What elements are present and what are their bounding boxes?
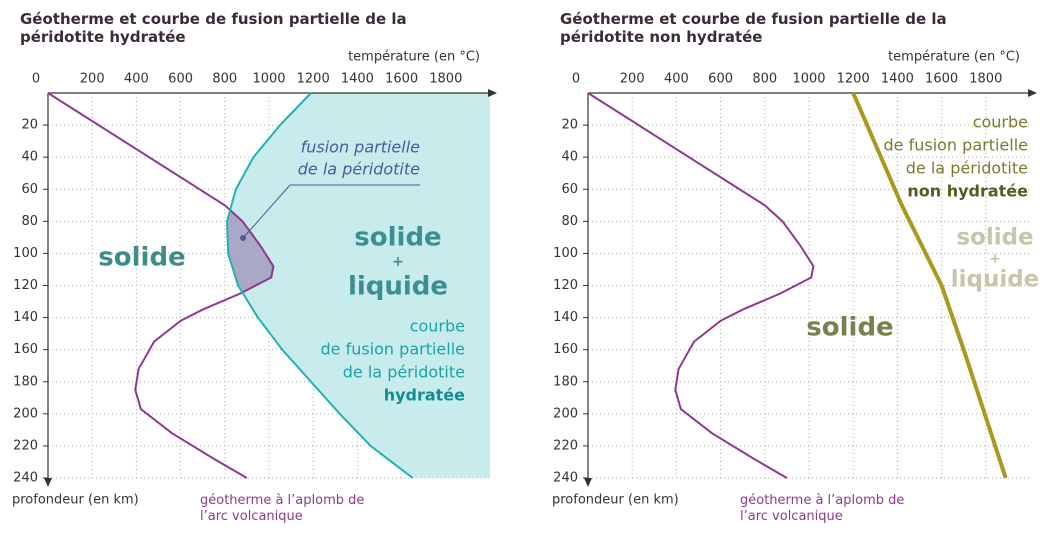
region-label: solide xyxy=(98,243,185,273)
x-tick-label: 1800 xyxy=(969,72,1002,87)
y-tick-label: 240 xyxy=(553,471,578,486)
region-label: liquide xyxy=(348,272,448,302)
y-tick-label: 40 xyxy=(561,150,578,165)
x-tick-label: 1200 xyxy=(837,72,870,87)
series-line xyxy=(587,92,815,479)
x-arrow xyxy=(1028,89,1037,97)
series-line xyxy=(226,92,414,479)
region-label: solide xyxy=(956,225,1033,251)
x-tick-label: 800 xyxy=(752,72,777,87)
y-tick-label: 100 xyxy=(553,246,578,261)
x-tick-label: 1600 xyxy=(385,72,418,87)
pointer xyxy=(242,184,291,239)
pointer-dot xyxy=(240,235,246,241)
curve-label: non hydratée xyxy=(907,182,1028,201)
region-label: solide xyxy=(806,313,893,343)
y-arrow xyxy=(584,478,592,487)
y-tick-label: 200 xyxy=(13,406,38,421)
region-label: solide xyxy=(354,223,441,253)
y-tick-label: 180 xyxy=(553,374,578,389)
y-tick-label: 80 xyxy=(21,214,38,229)
chart-title: Géotherme et courbe de fusion partielle … xyxy=(560,10,947,46)
y-tick-label: 120 xyxy=(13,278,38,293)
x-axis-label: température (en °C) xyxy=(888,50,1020,65)
x-tick-label: 800 xyxy=(212,72,237,87)
y-axis-label: profondeur (en km) xyxy=(12,493,139,508)
y-tick-label: 220 xyxy=(553,438,578,453)
y-tick-label: 220 xyxy=(13,438,38,453)
x-tick-label: 1800 xyxy=(429,72,462,87)
region-label: + xyxy=(392,254,404,270)
region-label: liquide xyxy=(951,267,1040,293)
y-tick-label: 40 xyxy=(21,150,38,165)
y-tick-label: 140 xyxy=(13,310,38,325)
curve-label: de fusion partielle xyxy=(884,136,1029,155)
y-tick-label: 20 xyxy=(21,118,38,133)
curve-label: de la péridotite xyxy=(343,363,465,382)
y-tick-label: 200 xyxy=(553,406,578,421)
series-line xyxy=(851,92,1008,479)
region-label: + xyxy=(989,251,1001,267)
y-tick-label: 180 xyxy=(13,374,38,389)
x-tick-label: 600 xyxy=(168,72,193,87)
curve-label: courbe xyxy=(973,113,1028,132)
y-tick-label: 160 xyxy=(553,342,578,357)
melt-area xyxy=(227,93,490,478)
x-tick-label: 200 xyxy=(620,72,645,87)
x-tick-label: 0 xyxy=(32,72,40,87)
x-tick-label: 1200 xyxy=(297,72,330,87)
x-tick-label: 1400 xyxy=(341,72,374,87)
x-tick-label: 1400 xyxy=(881,72,914,87)
x-tick-label: 1600 xyxy=(925,72,958,87)
x-tick-label: 200 xyxy=(80,72,105,87)
curve-label: hydratée xyxy=(384,386,465,405)
y-tick-label: 140 xyxy=(553,310,578,325)
y-tick-label: 80 xyxy=(561,214,578,229)
y-tick-label: 20 xyxy=(561,118,578,133)
curve-label: de fusion partielle xyxy=(321,340,466,359)
chart-title: Géotherme et courbe de fusion partielle … xyxy=(20,10,407,46)
x-tick-label: 1000 xyxy=(252,72,285,87)
zone-label: de la péridotite xyxy=(298,160,420,179)
curve-label: courbe xyxy=(410,317,465,336)
y-tick-label: 60 xyxy=(21,182,38,197)
legend-label: géotherme à l’aplomb de l’arc volcanique xyxy=(200,493,365,524)
x-axis-label: température (en °C) xyxy=(348,50,480,65)
y-tick-label: 100 xyxy=(13,246,38,261)
zone-label: fusion partielle xyxy=(301,138,421,157)
y-axis-label: profondeur (en km) xyxy=(552,493,679,508)
y-tick-label: 60 xyxy=(561,182,578,197)
x-arrow xyxy=(488,89,497,97)
x-tick-label: 400 xyxy=(124,72,149,87)
x-tick-label: 1000 xyxy=(792,72,825,87)
y-tick-label: 120 xyxy=(553,278,578,293)
y-arrow xyxy=(44,478,52,487)
x-tick-label: 600 xyxy=(708,72,733,87)
legend-label: géotherme à l’aplomb de l’arc volcanique xyxy=(740,493,905,524)
x-tick-label: 400 xyxy=(664,72,689,87)
y-tick-label: 240 xyxy=(13,471,38,486)
series-line xyxy=(47,92,275,479)
x-tick-label: 0 xyxy=(572,72,580,87)
y-tick-label: 160 xyxy=(13,342,38,357)
curve-label: de la péridotite xyxy=(906,159,1028,178)
